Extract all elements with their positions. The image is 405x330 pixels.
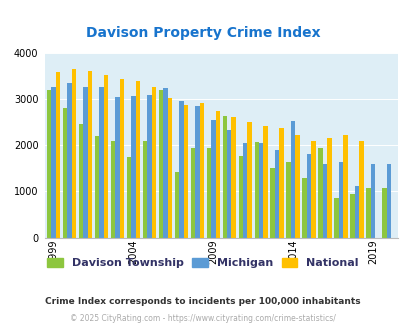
Bar [111, 141, 115, 238]
Bar [243, 143, 247, 238]
Bar [94, 136, 99, 238]
Text: © 2025 CityRating.com - https://www.cityrating.com/crime-statistics/: © 2025 CityRating.com - https://www.city… [70, 314, 335, 323]
Bar [270, 168, 274, 238]
Legend: Davison Township, Michigan, National: Davison Township, Michigan, National [47, 258, 358, 268]
Bar [286, 162, 290, 238]
Bar [194, 106, 199, 238]
Bar [179, 101, 183, 238]
Bar [135, 82, 140, 238]
Bar [167, 98, 172, 238]
Bar [62, 108, 67, 238]
Bar [87, 71, 92, 238]
Bar [306, 153, 311, 238]
Bar [163, 88, 167, 238]
Bar [338, 162, 343, 238]
Bar [131, 96, 135, 238]
Bar [354, 186, 358, 238]
Bar [263, 126, 267, 238]
Bar [318, 148, 322, 238]
Bar [222, 116, 226, 238]
Bar [47, 90, 51, 238]
Bar [183, 105, 188, 238]
Bar [274, 150, 279, 238]
Bar [290, 121, 295, 238]
Bar [258, 143, 263, 238]
Bar [370, 164, 374, 238]
Bar [103, 76, 108, 238]
Bar [334, 198, 338, 238]
Text: Davison Property Crime Index: Davison Property Crime Index [85, 26, 320, 40]
Bar [99, 87, 103, 238]
Bar [151, 87, 156, 238]
Bar [382, 188, 386, 238]
Bar [199, 103, 203, 238]
Bar [343, 136, 347, 238]
Bar [247, 122, 252, 238]
Bar [72, 69, 76, 238]
Bar [365, 188, 370, 238]
Bar [119, 79, 124, 238]
Bar [126, 157, 131, 238]
Bar [174, 172, 179, 238]
Bar [211, 120, 215, 238]
Bar [386, 164, 390, 238]
Bar [215, 111, 220, 238]
Bar [79, 124, 83, 238]
Bar [67, 83, 72, 238]
Bar [254, 143, 258, 238]
Bar [322, 164, 326, 238]
Text: Crime Index corresponds to incidents per 100,000 inhabitants: Crime Index corresponds to incidents per… [45, 297, 360, 306]
Bar [295, 136, 299, 238]
Bar [55, 72, 60, 238]
Bar [206, 148, 211, 238]
Bar [350, 194, 354, 238]
Bar [83, 87, 87, 238]
Bar [226, 130, 231, 238]
Bar [326, 138, 331, 238]
Bar [190, 148, 194, 238]
Bar [279, 128, 283, 238]
Bar [147, 95, 151, 238]
Bar [358, 141, 363, 238]
Bar [158, 90, 163, 238]
Bar [238, 156, 243, 238]
Bar [51, 87, 55, 238]
Bar [115, 97, 119, 238]
Bar [142, 141, 147, 238]
Bar [302, 178, 306, 238]
Bar [311, 141, 315, 238]
Bar [231, 117, 235, 238]
